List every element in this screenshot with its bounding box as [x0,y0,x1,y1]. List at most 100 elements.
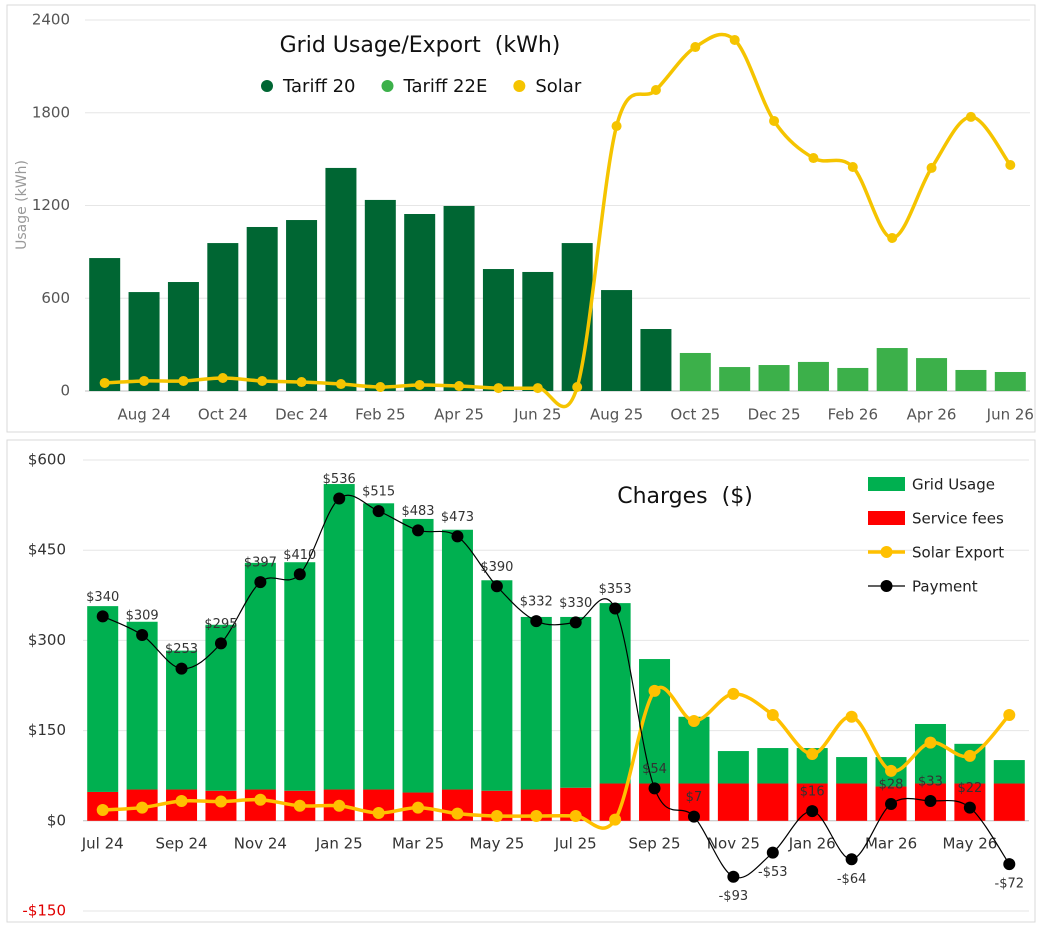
legend-label: Tariff 22E [402,76,487,97]
legend-marker [381,80,394,92]
bar [914,723,946,784]
x-tick-label: May 26 [942,835,997,853]
bar [717,783,749,821]
point [963,749,976,762]
x-tick-label: Jun 25 [513,406,561,424]
point [412,524,425,537]
point [806,805,819,818]
bar [323,484,355,790]
y-tick-label: 1800 [32,103,70,121]
bar [441,529,473,790]
x-tick-label: Aug 25 [590,406,643,424]
point [530,615,543,628]
bar [128,292,160,391]
data-label: $7 [686,790,703,805]
point [293,799,306,812]
point [139,375,150,386]
data-label: $340 [86,590,119,605]
bar [560,616,592,788]
point [609,602,622,615]
point [532,383,543,394]
point [690,42,701,53]
bar [916,358,948,391]
point [412,801,425,814]
bar [836,783,868,821]
bar [679,352,711,391]
data-label: $390 [480,560,513,575]
point [569,809,582,822]
bar [522,271,554,391]
legend-marker [868,511,905,525]
bar [89,258,121,391]
x-tick-label: Jul 24 [81,835,124,853]
legend-label: Grid Usage [912,476,995,494]
x-tick-label: Dec 24 [275,406,328,424]
bar [363,503,395,790]
point [963,801,976,814]
y-tick-label: 1200 [32,196,70,214]
point [217,373,228,384]
data-label: $295 [204,617,237,632]
data-label: $22 [957,781,982,796]
point [729,34,740,45]
bar [481,580,513,791]
point [293,568,306,581]
legend-label: Solar Export [912,544,1004,562]
point [845,853,858,866]
point [611,121,622,132]
x-tick-label: Aug 24 [117,406,170,424]
data-label: $483 [401,504,434,519]
point [178,375,189,386]
bar [876,348,908,391]
bar [207,243,239,391]
data-label: $353 [599,582,632,597]
bar [561,243,593,391]
x-tick-label: May 25 [469,835,524,853]
bar [167,282,199,391]
bar [640,329,672,391]
data-label: $536 [323,472,356,487]
legend-marker [261,80,273,92]
point [766,708,779,721]
bar [87,606,119,792]
data-label: $397 [244,556,277,571]
point [372,505,385,518]
point [333,492,346,505]
data-label: $410 [283,548,316,563]
point [766,846,779,859]
point [609,813,622,826]
point [885,764,898,777]
data-label: $330 [559,596,592,611]
point [845,710,858,723]
legend-marker [868,477,905,491]
bar [443,205,475,391]
legend-marker [880,546,893,558]
point [687,714,700,727]
data-label: -$93 [719,889,749,904]
point [926,162,937,173]
bar [364,199,396,391]
y-tick-label: $600 [28,451,66,469]
x-tick-label: Mar 25 [392,835,444,853]
y-tick-label: 0 [60,382,70,400]
point [451,807,464,820]
bar [757,783,789,821]
data-label: -$72 [995,877,1025,892]
point [648,684,661,697]
point [451,530,464,543]
bar [246,226,278,391]
point [769,115,780,126]
point [296,377,307,388]
x-tick-label: Apr 26 [907,406,957,424]
bar [758,365,790,391]
point [1005,159,1016,170]
point [569,616,582,629]
chart-title: Grid Usage/Export (kWh) [280,33,561,58]
point [490,809,503,822]
bar [126,621,158,790]
bar [994,371,1026,391]
data-label: $33 [918,774,943,789]
point [965,111,976,122]
bar [286,220,318,391]
